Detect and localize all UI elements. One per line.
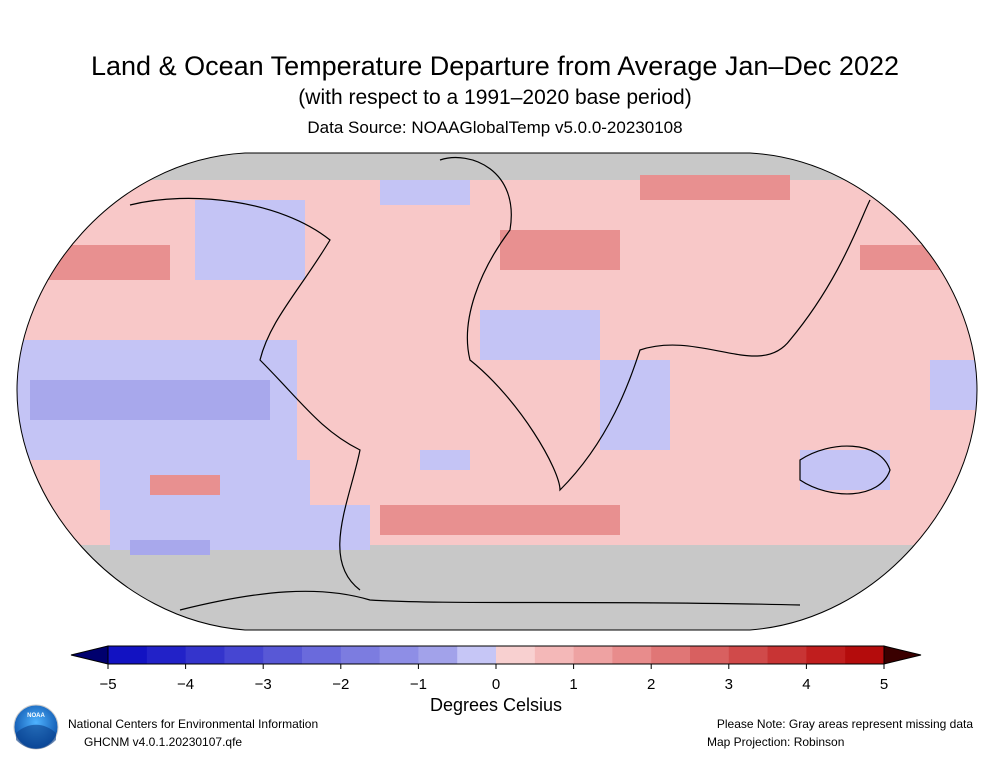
warm-regions [40,175,970,535]
tick-label: −3 [255,676,272,693]
tick-label: 0 [492,676,500,693]
tick-label: −2 [332,676,349,693]
color-bin [146,646,187,664]
missing-south [17,545,977,630]
subtitle: (with respect to a 1991–2020 base period… [298,86,691,109]
color-bin [418,646,458,664]
over-arrow [883,645,922,665]
logo-text: NOAA [27,713,45,719]
color-bin [224,646,264,664]
map [17,153,977,630]
color-bin [302,646,342,664]
tick-label: 1 [569,676,577,693]
title: Land & Ocean Temperature Departure from … [91,51,899,81]
color-bin [457,646,497,664]
color-bin [340,646,381,664]
color-bin [573,646,613,664]
color-bin [263,646,303,664]
coastlines [129,156,891,611]
color-bin [767,646,807,664]
under-arrow [70,645,109,665]
color-bin [845,646,885,664]
data-source: Data Source: NOAAGlobalTemp v5.0.0-20230… [307,118,682,137]
color-bin [379,646,419,664]
logo-wave [16,724,56,749]
tick-label: 3 [725,676,733,693]
tick-label: −5 [99,676,116,693]
footer-version: GHCNM v4.0.1.20230107.qfe [84,735,242,749]
color-bin [612,646,652,664]
tick-label: −1 [410,676,427,693]
color-bin [728,646,769,664]
map-border [16,152,978,631]
colorbar-label: Degrees Celsius [430,695,562,715]
color-bin [496,646,536,664]
color-bin [185,646,225,664]
color-bin [108,646,148,664]
footer-projection: Map Projection: Robinson [707,735,844,749]
footer-note: Please Note: Gray areas represent missin… [717,717,973,731]
colder-regions [30,380,270,555]
tick-label: −4 [177,676,194,693]
tick-label: 5 [880,676,888,693]
missing-north [17,153,977,180]
color-bin [651,646,691,664]
tick-label: 4 [802,676,810,693]
color-bin [806,646,846,664]
color-bin [690,646,730,664]
footer-org: National Centers for Environmental Infor… [68,717,318,731]
colorbar: −5 −4 −3 −2 −1 0 1 2 3 4 5 [70,645,922,693]
tick-label: 2 [647,676,655,693]
color-bin [534,646,575,664]
